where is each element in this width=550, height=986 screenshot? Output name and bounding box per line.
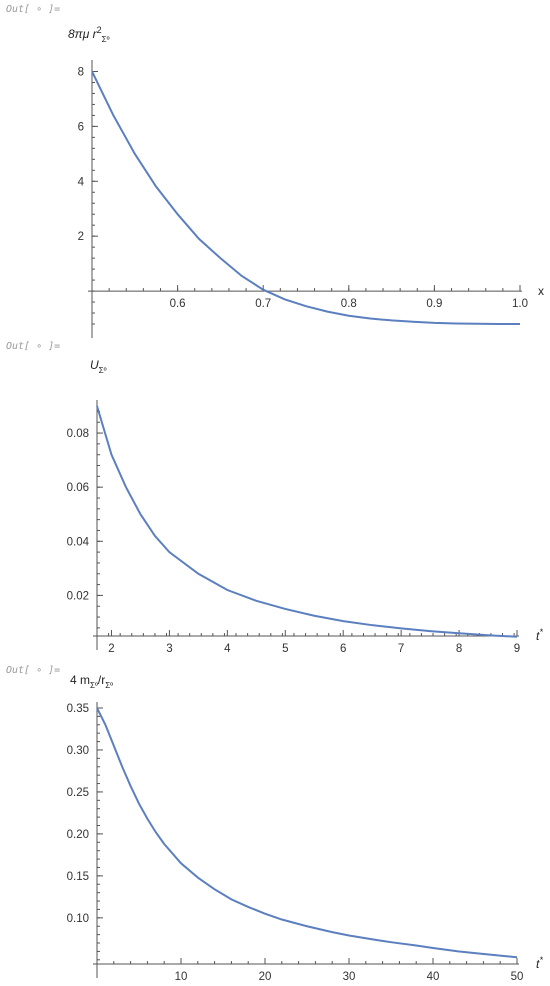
x-tick-label: 5 [282, 643, 288, 655]
y-tick-label: 0.06 [67, 482, 89, 494]
x-axis-title-star: * [539, 955, 543, 965]
x-tick-label: 7 [398, 643, 404, 655]
x-tick-label: 1.0 [512, 298, 528, 310]
data-series-line [96, 405, 518, 638]
y-tick-label: 0.10 [67, 913, 89, 925]
y-title-sub-2: Σº [105, 681, 113, 690]
y-tick-label: 0.30 [67, 745, 89, 757]
y-title-main: 4 m [70, 673, 90, 687]
x-axis-title: t* [536, 627, 543, 643]
y-title-main: 8πμ r [68, 27, 98, 41]
x-tick-label: 9 [514, 643, 520, 655]
y-tick-label: 6 [78, 121, 84, 133]
y-title-sub: Σº [99, 366, 107, 375]
x-axis-title: x [538, 284, 544, 298]
chart-2: 2 3 4 5 6 7 8 9 0.02 0.04 0.06 0.08 t* UΣº [67, 358, 544, 655]
x-tick-label: 10 [175, 971, 188, 983]
y-tick-label: 0.15 [67, 871, 89, 883]
y-tick-label: 0.25 [67, 787, 89, 799]
y-axis-title: 4 mΣº/rΣº [70, 673, 113, 690]
out-prompt-3: Out[ ∘ ]= [6, 665, 61, 676]
x-axis-title: t* [536, 955, 543, 971]
x-tick-label: 0.7 [255, 298, 271, 310]
x-tick-label: 6 [340, 643, 346, 655]
x-tick-label: 8 [456, 643, 462, 655]
x-axis-title-base: t [536, 957, 540, 971]
y-axis-title: 8πμ r2Σº [68, 25, 110, 44]
y-tick-label: 8 [78, 66, 84, 78]
y-tick-label: 0.04 [67, 536, 90, 548]
x-tick-label: 30 [343, 971, 356, 983]
y-title-mid: /r [98, 673, 105, 687]
x-tick-label: 0.9 [426, 298, 442, 310]
y-tick-label: 4 [78, 176, 85, 188]
data-series-line [91, 71, 520, 325]
y-axis-title: UΣº [90, 358, 107, 375]
y-title-sup: 2 [97, 25, 102, 35]
x-tick-label: 3 [166, 643, 172, 655]
y-title-main: U [90, 358, 99, 372]
out-prompt-2: Out[ ∘ ]= [6, 341, 61, 352]
x-tick-label: 0.8 [341, 298, 357, 310]
x-tick-label: 50 [511, 971, 524, 983]
y-title-sub: Σº [90, 681, 98, 690]
y-tick-label: 0.08 [67, 428, 89, 440]
y-tick-label: 2 [78, 231, 84, 243]
out-prompt-1: Out[ ∘ ]= [6, 4, 61, 15]
x-tick-label: 40 [427, 971, 440, 983]
x-axis-title-base: t [536, 629, 540, 643]
x-tick-label: 20 [259, 971, 272, 983]
y-tick-label: 0.35 [67, 703, 89, 715]
y-tick-label: 0.20 [67, 829, 89, 841]
x-axis-title-star: * [539, 627, 543, 637]
data-series-line [96, 707, 518, 959]
x-tick-label: 4 [224, 643, 231, 655]
y-title-sub: Σº [102, 35, 110, 44]
x-tick-label: 2 [108, 643, 114, 655]
x-tick-label: 0.6 [170, 298, 186, 310]
y-tick-label: 0.02 [67, 590, 89, 602]
chart-3: 10 20 30 40 500.100.150.200.250.300.35t*4 mΣ… [67, 673, 544, 983]
